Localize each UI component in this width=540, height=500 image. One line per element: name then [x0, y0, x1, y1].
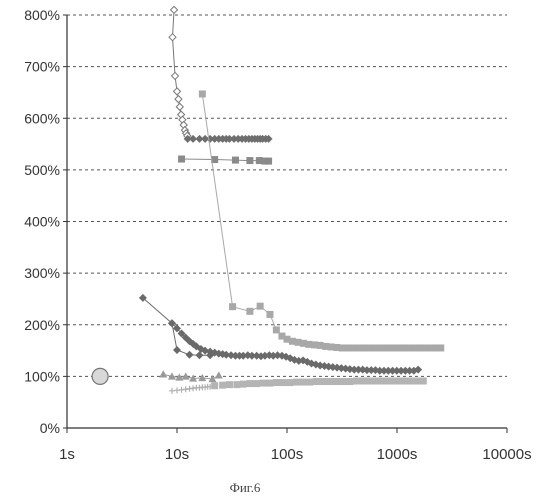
data-point [266, 311, 273, 318]
y-tick-label: 700% [24, 59, 60, 75]
data-point [226, 381, 233, 388]
data-point [286, 379, 293, 386]
series-line [182, 159, 269, 161]
data-point [273, 379, 280, 386]
data-point [346, 378, 353, 385]
data-point [199, 90, 206, 97]
y-tick-label: 400% [24, 214, 60, 230]
data-point [172, 72, 179, 79]
y-tick-label: 200% [24, 317, 60, 333]
series-9 [92, 368, 108, 384]
data-point [437, 344, 444, 351]
data-point [246, 380, 253, 387]
series-2 [178, 156, 272, 165]
data-point [386, 378, 393, 385]
data-point [353, 378, 360, 385]
data-point [406, 378, 413, 385]
data-point [306, 379, 313, 386]
data-point [246, 157, 253, 164]
y-tick-label: 500% [24, 162, 60, 178]
data-point [92, 368, 108, 384]
data-point [195, 351, 203, 359]
series-7 [169, 383, 218, 394]
x-axis-ticks: 1s 10s 100s 1000s 10000s [59, 428, 532, 463]
series-0 [169, 6, 191, 139]
data-point [333, 378, 340, 385]
data-point [178, 156, 185, 163]
x-tick-label: 10s [165, 446, 189, 463]
series-8 [211, 378, 427, 390]
x-tick-label: 1000s [377, 446, 418, 463]
data-point [360, 378, 367, 385]
data-point [159, 370, 167, 377]
data-point [380, 378, 387, 385]
series-layer [92, 6, 444, 393]
y-tick-label: 300% [24, 265, 60, 281]
data-point [393, 378, 400, 385]
data-point [246, 308, 253, 315]
data-point [169, 34, 176, 41]
data-point [240, 381, 247, 388]
data-point [233, 381, 240, 388]
data-point [293, 379, 300, 386]
data-point [198, 374, 206, 381]
data-point [215, 371, 223, 378]
data-point [373, 378, 380, 385]
x-tick-label: 1s [59, 446, 75, 463]
x-tick-label: 10000s [482, 446, 531, 463]
x-tick-label: 100s [271, 446, 304, 463]
data-point [366, 378, 373, 385]
data-point [176, 103, 183, 110]
data-point [173, 346, 181, 354]
data-point [320, 378, 327, 385]
series-3 [199, 90, 444, 351]
data-point [300, 379, 307, 386]
series-1 [184, 135, 273, 143]
y-tick-label: 100% [24, 368, 60, 384]
data-point [420, 378, 427, 385]
y-tick-label: 600% [24, 110, 60, 126]
data-point [186, 351, 194, 359]
data-point [273, 326, 280, 333]
data-point [257, 303, 264, 310]
series-line [202, 94, 440, 348]
data-point [326, 378, 333, 385]
y-tick-label: 0% [40, 420, 60, 436]
data-point [266, 380, 273, 387]
data-point [229, 303, 236, 310]
data-point [340, 378, 347, 385]
data-point [175, 96, 182, 103]
data-point [400, 378, 407, 385]
data-point [232, 157, 239, 164]
data-point [313, 378, 320, 385]
data-point [219, 382, 226, 389]
data-point [174, 88, 181, 95]
data-point [265, 158, 272, 165]
data-point [280, 379, 287, 386]
data-point [171, 6, 178, 13]
data-point [253, 380, 260, 387]
data-point [211, 382, 218, 389]
grid-lines [67, 15, 507, 376]
y-axis-ticks: 0% 100% 200% 300% 400% 500% 600% 700% 800% [24, 7, 67, 436]
data-point [413, 378, 420, 385]
y-tick-label: 800% [24, 7, 60, 23]
figure-caption: Фиг.6 [230, 480, 261, 495]
data-point [260, 380, 267, 387]
